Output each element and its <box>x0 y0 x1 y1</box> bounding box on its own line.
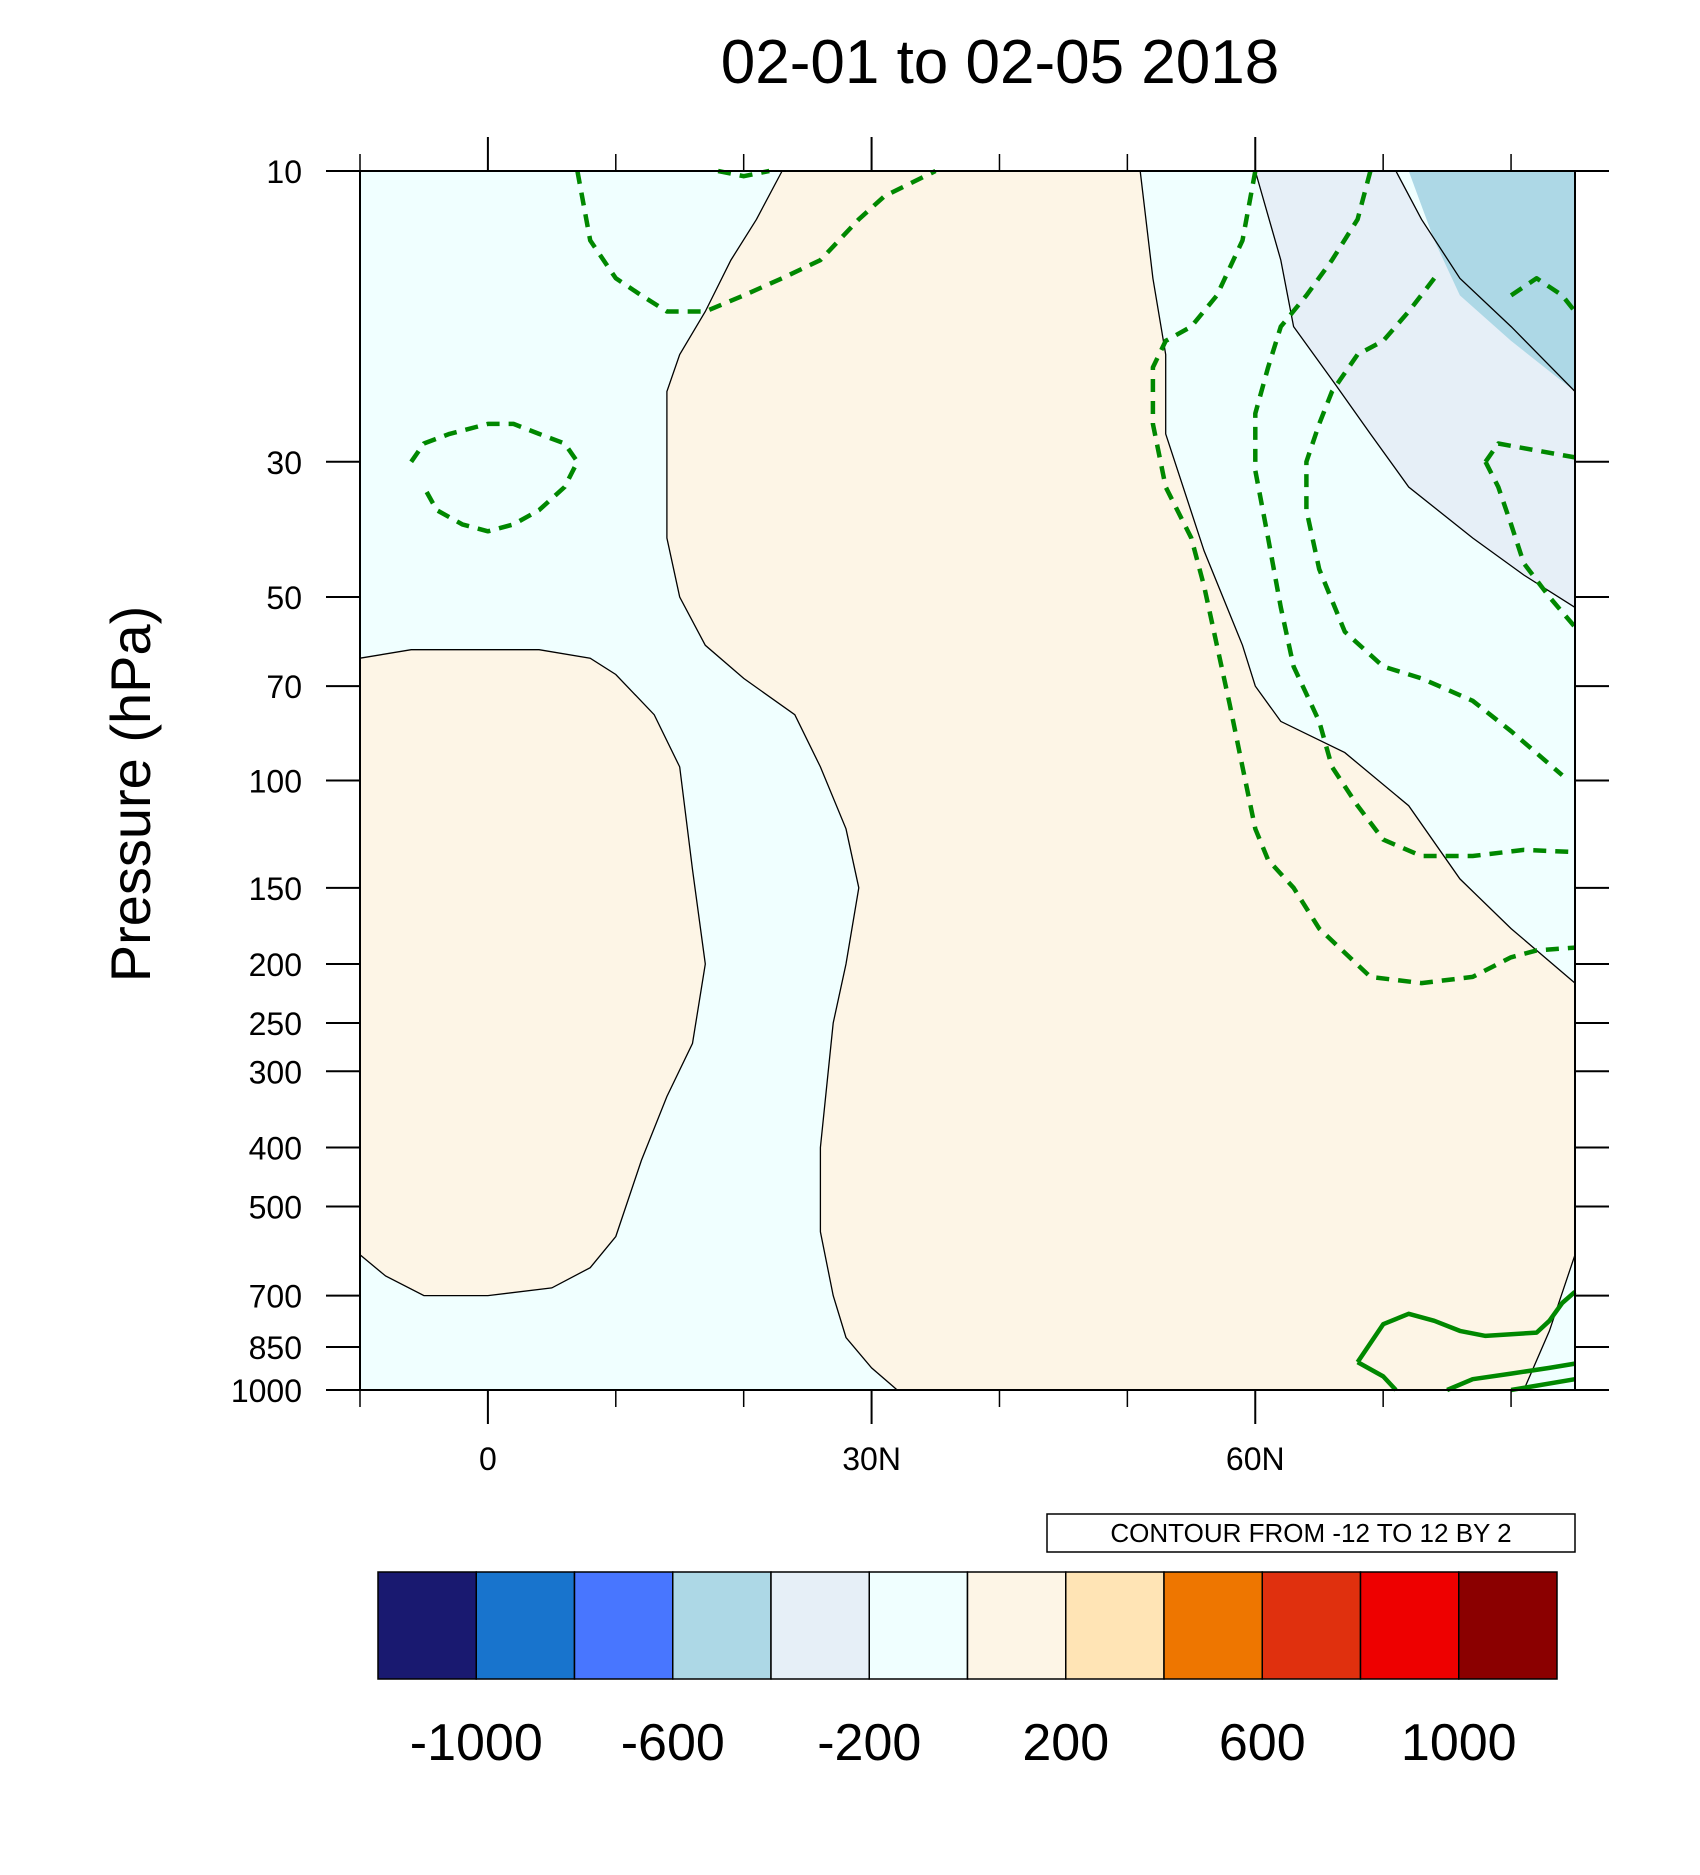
contour-note-box <box>1046 1513 1576 1553</box>
colorbar-swatch-10 <box>1359 1571 1460 1680</box>
negative-contour-1 <box>717 168 770 179</box>
positive-contour-0 <box>1355 1290 1577 1364</box>
colorbar-swatch-4 <box>770 1571 870 1680</box>
y-tick-label-10: 500 <box>249 1190 302 1226</box>
colorbar <box>377 1571 1558 1680</box>
colorbar-swatch-0 <box>377 1571 477 1680</box>
negative-contour-0 <box>575 168 937 314</box>
colorbar-label-2: -200 <box>817 1714 921 1772</box>
colorbar-label-3: 200 <box>1022 1714 1109 1772</box>
chart-title: 02-01 to 02-05 2018 <box>721 28 1279 97</box>
x-tick-labels: 0 30N 60N <box>479 1441 1285 1477</box>
contour-note: CONTOUR FROM -12 TO 12 BY 2 <box>1046 1513 1576 1553</box>
axis-ticks <box>326 137 1609 1424</box>
y-axis-label: Pressure (hPa) <box>99 606 162 983</box>
filled-region-2 <box>1255 171 1575 608</box>
filled-region-0 <box>360 649 706 1296</box>
filled-region-3 <box>1408 171 1575 392</box>
colorbar-swatch-11 <box>1458 1571 1558 1680</box>
contour-lines <box>409 168 1577 1393</box>
positive-contour-2 <box>1446 1361 1576 1393</box>
y-tick-label-5: 150 <box>249 871 302 907</box>
x-tick-label-1: 30N <box>842 1441 901 1477</box>
y-tick-label-11: 700 <box>249 1279 302 1315</box>
negative-contour-4 <box>1253 170 1576 859</box>
colorbar-swatch-2 <box>573 1571 674 1680</box>
y-tick-labels: 10 30 50 70 100 150 200 250 300 400 500 700 850 1000 <box>231 154 302 1409</box>
region-boundary-4 <box>1395 170 1576 392</box>
y-tick-label-3: 70 <box>266 669 302 705</box>
filled-region-1 <box>666 171 1575 1390</box>
positive-contour-1 <box>1356 1360 1398 1392</box>
negative-contour-7 <box>1483 441 1576 464</box>
y-tick-label-0: 10 <box>266 154 302 190</box>
y-tick-label-9: 400 <box>249 1130 302 1166</box>
region-boundaries <box>359 170 1576 1391</box>
region-boundary-2 <box>1139 170 1576 984</box>
colorbar-swatch-7 <box>1065 1571 1165 1680</box>
colorbar-swatch-8 <box>1163 1571 1263 1680</box>
region-boundary-3 <box>1254 170 1576 608</box>
region-boundary-1 <box>666 170 898 1391</box>
y-tick-label-13: 1000 <box>231 1373 302 1409</box>
y-tick-label-4: 100 <box>249 764 302 800</box>
x-tick-label-0: 0 <box>479 1441 497 1477</box>
positive-contour-3 <box>1510 1376 1576 1393</box>
colorbar-swatch-3 <box>672 1571 772 1680</box>
plot-area <box>326 137 1609 1424</box>
colorbar-label-4: 600 <box>1219 1714 1306 1772</box>
negative-contour-6 <box>1509 276 1577 313</box>
y-tick-label-6: 200 <box>249 947 302 983</box>
y-tick-label-1: 30 <box>266 445 302 481</box>
y-tick-label-8: 300 <box>249 1054 302 1090</box>
y-tick-label-7: 250 <box>249 1006 302 1042</box>
x-tick-label-2: 60N <box>1226 1441 1285 1477</box>
colorbar-swatch-1 <box>475 1571 576 1680</box>
colorbar-label-1: -600 <box>621 1714 725 1772</box>
colorbar-swatch-5 <box>868 1571 969 1680</box>
colorbar-swatch-6 <box>966 1571 1067 1680</box>
negative-contour-5 <box>1304 276 1564 777</box>
negative-contour-3 <box>1150 170 1576 986</box>
negative-contour-8 <box>1483 460 1577 629</box>
colorbar-label-0: -1000 <box>410 1714 543 1772</box>
colorbar-labels: -1000 -600 -200 200 600 1000 <box>410 1714 1517 1772</box>
colorbar-swatch-9 <box>1261 1571 1362 1680</box>
contour-note-text: CONTOUR FROM -12 TO 12 BY 2 <box>1110 1518 1511 1548</box>
colorbar-label-5: 1000 <box>1401 1714 1517 1772</box>
y-tick-label-12: 850 <box>249 1330 302 1366</box>
y-tick-label-2: 50 <box>266 580 302 616</box>
filled-regions <box>360 171 1575 1390</box>
region-boundary-0 <box>359 649 706 1297</box>
